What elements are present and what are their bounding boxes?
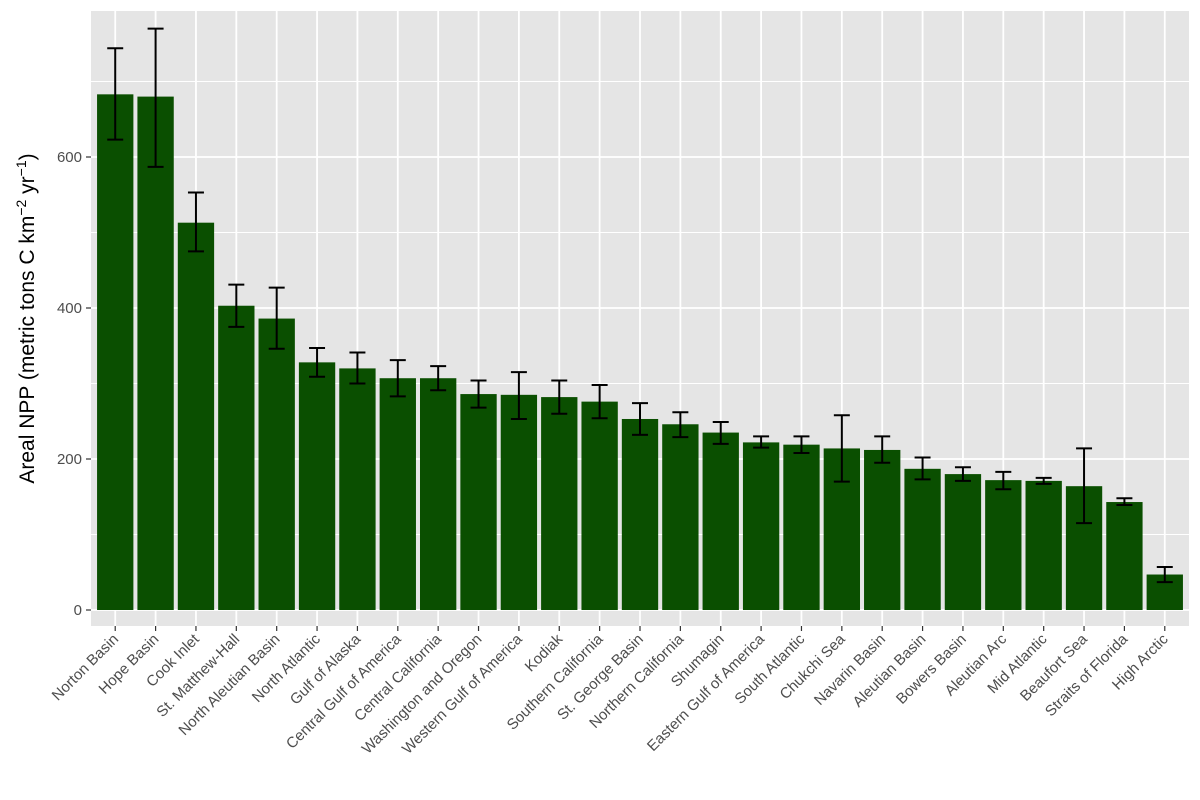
errorbar [147,27,164,168]
errorbar [349,351,366,385]
errorbar [833,414,850,483]
bar [541,397,578,610]
errorbar [268,286,285,350]
errorbar [632,402,648,436]
errorbar [874,435,891,464]
bar [621,418,659,610]
bar [662,424,699,610]
bar [379,378,416,610]
y-axis-title-main: Areal NPP (metric tons C km [16,216,39,484]
y-tick-label: 200 [57,451,82,468]
bar [783,444,820,610]
bar [258,318,295,610]
errorbar [187,191,204,253]
errorbar [753,435,770,449]
errorbar [470,379,487,409]
errorbar [995,470,1012,491]
errorbar [1116,497,1133,507]
bar [500,394,538,610]
y-tick-label: 400 [57,300,82,317]
bar [97,94,134,610]
errorbar [954,466,971,482]
errorbar [712,421,729,445]
bar [460,394,497,610]
errorbar [228,283,245,328]
y-axis-title-end: ) [16,153,39,160]
errorbar [591,384,608,420]
errorbar [914,456,931,481]
errorbar [1076,447,1093,525]
errorbar [793,435,810,454]
bar [864,449,901,610]
y-axis-title-exponent-2: −1 [13,160,29,176]
errorbar [107,47,124,141]
y-axis: 0 200 400 600 [57,149,91,619]
bars-group [97,94,1183,611]
y-tick-label: 0 [74,602,82,619]
errorbar [1156,565,1173,584]
y-axis-title: Areal NPP (metric tons C km−2 yr−1) [13,153,39,483]
y-axis-title-exponent-1: −2 [13,199,29,215]
bar [339,368,376,610]
bar [218,305,255,610]
bar [298,362,336,610]
bar [1025,480,1062,610]
bar [742,442,780,610]
errorbar [430,365,447,392]
errorbar [389,359,406,398]
errorbar [510,371,527,420]
errorbar [551,379,568,415]
bar [137,96,174,611]
errorbar [672,411,689,439]
bar [581,401,618,610]
bar [702,432,739,610]
bar [904,468,941,610]
y-axis-title-mid: yr [16,176,39,199]
bar [944,474,982,610]
bar [985,480,1022,610]
bar [177,222,215,610]
y-tick-label: 600 [57,149,82,166]
bar [419,378,457,610]
errorbar [1035,476,1052,485]
bar [1106,502,1143,610]
errorbar [309,347,326,378]
errorbars-group [107,27,1173,584]
